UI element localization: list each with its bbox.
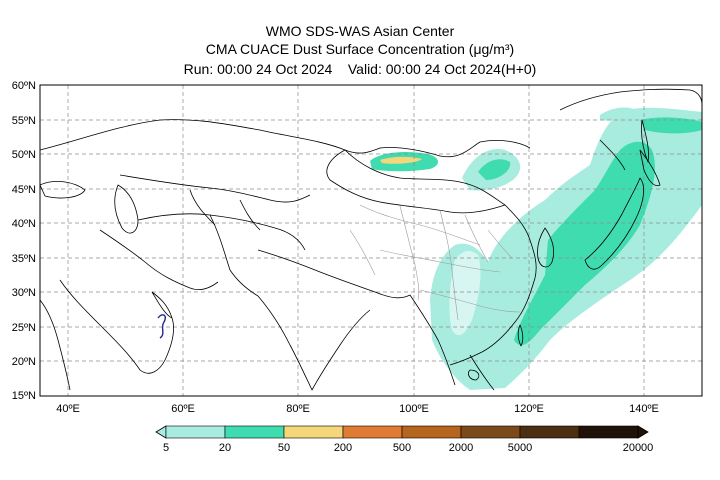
lon-label: 60ºE	[171, 403, 195, 415]
graticule	[40, 85, 702, 396]
colorbar-segment	[401, 425, 462, 439]
colorbar-segment	[283, 425, 344, 439]
lon-label: 140ºE	[629, 403, 659, 415]
hormuz-contour	[157, 314, 167, 339]
run-label: Run: 00:00 24 Oct 2024	[183, 61, 333, 77]
country-borders	[40, 88, 702, 391]
dust-shading	[370, 107, 702, 390]
lat-label: 25ºN	[12, 322, 36, 334]
colorbar-segment	[460, 425, 521, 439]
lon-label: 120ºE	[514, 403, 544, 415]
dust-patch-east-asia-50	[514, 141, 655, 346]
colorbar-max-arrow	[637, 425, 649, 439]
lat-label: 45ºN	[12, 184, 36, 196]
lat-label: 30ºN	[12, 287, 36, 299]
lat-label: 40ºN	[12, 218, 36, 230]
lon-label: 80ºE	[286, 403, 310, 415]
colorbar-label: 5000	[508, 442, 532, 454]
valid-label: Valid: 00:00 24 Oct 2024(H+0)	[347, 61, 537, 77]
map-subtitle: CMA CUACE Dust Surface Concentration (μg…	[205, 41, 515, 57]
lat-label: 55ºN	[12, 115, 36, 127]
lat-label: 35ºN	[12, 253, 36, 265]
longitude-labels: 40ºE 60ºE 80ºE 100ºE 120ºE 140ºE	[56, 403, 659, 415]
colorbar-label: 500	[393, 442, 411, 454]
map-title: WMO SDS-WAS Asian Center	[265, 23, 455, 39]
colorbar-min-arrow	[155, 425, 167, 439]
colorbar-label: 50	[278, 442, 290, 454]
lon-label: 40ºE	[56, 403, 80, 415]
lat-label: 50ºN	[12, 149, 36, 161]
colorbar-segment	[165, 425, 226, 439]
colorbar-segment	[578, 425, 639, 439]
lat-label: 60ºN	[12, 80, 36, 92]
run-valid-line: Run: 00:00 24 Oct 2024 Valid: 00:00 24 O…	[0, 60, 720, 78]
dust-patch-manchuria-core	[478, 159, 511, 180]
colorbar-segment	[224, 425, 285, 439]
colorbar-segment	[519, 425, 580, 439]
colorbar: 5 20 50 200 500 2000 5000 20000	[155, 425, 654, 454]
colorbar-segment	[342, 425, 403, 439]
colorbar-label: 5	[163, 442, 169, 454]
dust-patch-okhotsk	[640, 117, 702, 134]
colorbar-label: 20	[219, 442, 231, 454]
map-frame	[39, 84, 703, 397]
latitude-labels: 60ºN 55ºN 50ºN 45ºN 40ºN 35ºN 30ºN 25ºN …	[12, 80, 36, 402]
colorbar-label: 200	[334, 442, 352, 454]
lat-label: 15ºN	[12, 390, 36, 402]
dust-patch-kamchatka	[600, 107, 640, 121]
colorbar-label: 2000	[449, 442, 473, 454]
province-borders	[349, 204, 521, 321]
lon-label: 100ºE	[399, 403, 429, 415]
dust-patch-mongolia-50	[380, 156, 422, 164]
colorbar-label: 20000	[623, 442, 654, 454]
lat-label: 20ºN	[12, 356, 36, 368]
